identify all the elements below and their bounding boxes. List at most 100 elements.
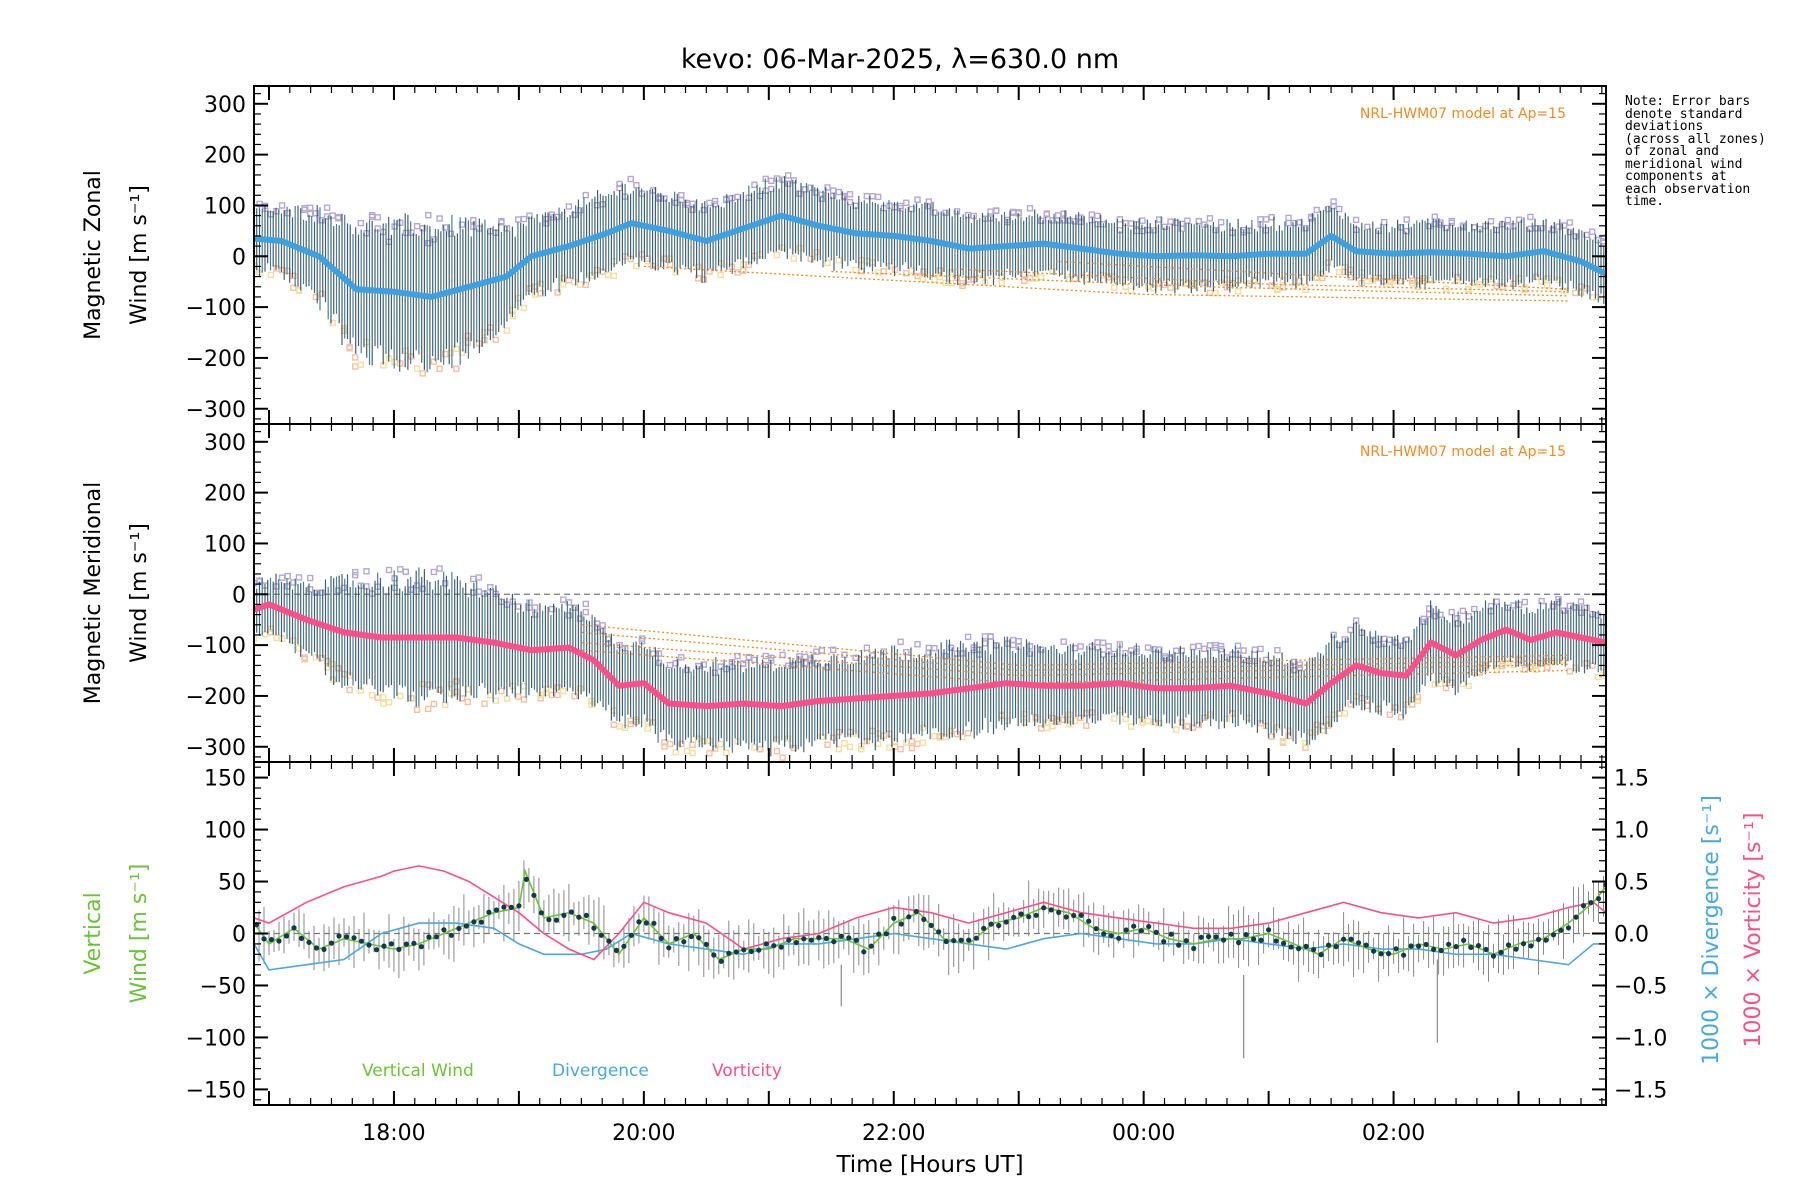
zone-sample-point xyxy=(301,206,308,214)
model-label: NRL-HWM07 model at Ap=15 xyxy=(1360,106,1566,122)
note-line: components at xyxy=(1625,169,1727,184)
y-tick-label: −100 xyxy=(186,1026,246,1051)
zone-sample-point xyxy=(1364,702,1371,709)
zone-sample-point xyxy=(1566,228,1574,236)
vertical-wind-point xyxy=(658,935,664,942)
zone-sample-point xyxy=(1425,277,1433,284)
zone-sample-point xyxy=(1054,212,1062,219)
plot-area-zonal xyxy=(254,172,1606,377)
zone-sample-point xyxy=(1122,715,1129,723)
zone-sample-point xyxy=(1088,211,1096,218)
x-tick-label: 22:00 xyxy=(862,1121,925,1146)
y-tick-label: 200 xyxy=(204,144,246,169)
zone-sample-point xyxy=(807,255,814,262)
vertical-wind-point xyxy=(1221,937,1227,943)
zone-sample-point xyxy=(1043,210,1051,217)
zone-sample-point xyxy=(1465,682,1472,690)
vertical-wind-point xyxy=(1386,951,1392,957)
vertical-wind-point xyxy=(951,938,957,944)
vertical-wind-point xyxy=(1273,938,1279,944)
zone-sample-point xyxy=(1448,608,1455,616)
plot-area-vertical xyxy=(254,860,1606,1059)
zone-sample-point xyxy=(936,267,944,274)
zone-sample-point xyxy=(498,687,505,695)
zone-sample-point xyxy=(773,747,781,755)
zone-sample-point xyxy=(571,279,578,286)
divergence-axis-label: 1000 × Divergence [s⁻¹] xyxy=(1699,795,1724,1065)
zone-sample-point xyxy=(644,725,651,732)
zone-sample-point xyxy=(318,290,325,298)
zone-sample-point xyxy=(751,181,758,189)
vertical-wind-point xyxy=(943,938,949,945)
zone-sample-point xyxy=(700,661,707,668)
vertical-wind-point xyxy=(501,904,507,910)
vertical-wind-point xyxy=(388,941,394,947)
zone-sample-point xyxy=(1060,716,1067,723)
zone-sample-point xyxy=(700,276,707,283)
zone-sample-point xyxy=(1600,238,1606,245)
zone-sample-point xyxy=(1037,217,1045,225)
zone-sample-point xyxy=(908,738,916,745)
vertical-wind-point xyxy=(1033,912,1039,918)
zone-sample-point xyxy=(633,181,640,189)
vertical-wind-point xyxy=(898,921,904,927)
x-tick-label: 00:00 xyxy=(1112,1121,1175,1146)
zone-sample-point xyxy=(1420,618,1427,625)
zone-sample-point xyxy=(1437,680,1444,687)
panel-zonal: NRL-HWM07 model at Ap=15 300 200 100 0 −100 −2… xyxy=(81,85,1607,425)
divergence-line xyxy=(254,922,1606,971)
zone-sample-point xyxy=(554,213,561,221)
zone-sample-point xyxy=(1111,715,1118,722)
zone-sample-point xyxy=(666,261,674,268)
zone-sample-point xyxy=(380,693,387,701)
vertical-wind-point xyxy=(958,937,964,943)
zone-sample-point xyxy=(751,656,758,664)
right-tick-label: −1.5 xyxy=(1614,1078,1667,1103)
vertical-wind-point xyxy=(1558,927,1564,933)
zone-sample-point xyxy=(931,645,938,652)
vertical-wind-point xyxy=(606,938,612,944)
zone-sample-point xyxy=(515,216,522,223)
vertical-wind-point xyxy=(1423,941,1429,948)
zone-sample-point xyxy=(267,271,275,279)
vertical-wind-point xyxy=(1535,936,1542,943)
model-curve xyxy=(1056,260,1569,290)
zone-sample-point xyxy=(531,291,539,298)
zone-sample-point xyxy=(543,220,550,227)
zone-sample-point xyxy=(1122,283,1129,290)
zone-sample-point xyxy=(863,644,871,651)
vertical-wind-point xyxy=(1078,912,1084,918)
zone-sample-point xyxy=(1364,278,1371,285)
y-axis-label-line2: Wind [m s⁻¹] xyxy=(127,523,152,663)
model-curve xyxy=(581,631,1569,672)
zone-sample-point xyxy=(475,574,483,581)
zone-sample-point xyxy=(818,195,826,203)
right-tick-label: −0.5 xyxy=(1614,974,1667,999)
zone-sample-point xyxy=(1448,217,1455,225)
vertical-wind-point xyxy=(1213,934,1219,940)
zone-sample-point xyxy=(790,255,797,262)
zone-sample-point xyxy=(520,696,528,703)
error-bar-note: Note: Error bars denote standard deviati… xyxy=(1625,95,1790,209)
vertical-wind-point xyxy=(1161,939,1167,945)
zone-sample-point xyxy=(430,358,438,365)
zone-sample-point xyxy=(1296,219,1304,226)
vertical-wind-point xyxy=(936,929,942,935)
zone-sample-point xyxy=(1201,645,1208,652)
zone-sample-point xyxy=(790,177,797,184)
y-tick-label: −300 xyxy=(186,736,246,761)
y-tick-label: −50 xyxy=(200,974,246,999)
zone-sample-point xyxy=(1454,615,1461,622)
zone-sample-point xyxy=(1341,710,1349,717)
y-tick-label: 300 xyxy=(204,93,246,118)
vertical-wind-point xyxy=(1341,936,1347,942)
zone-sample-point xyxy=(571,604,578,611)
zone-sample-point xyxy=(1555,599,1562,606)
zone-sample-point xyxy=(773,251,781,259)
vertical-wind-point xyxy=(1258,937,1264,943)
zone-sample-point xyxy=(1414,693,1422,701)
zone-sample-point xyxy=(908,267,916,274)
zone-sample-point xyxy=(931,733,938,740)
vertical-wind-point xyxy=(1498,949,1504,956)
zone-sample-point xyxy=(1290,658,1298,666)
